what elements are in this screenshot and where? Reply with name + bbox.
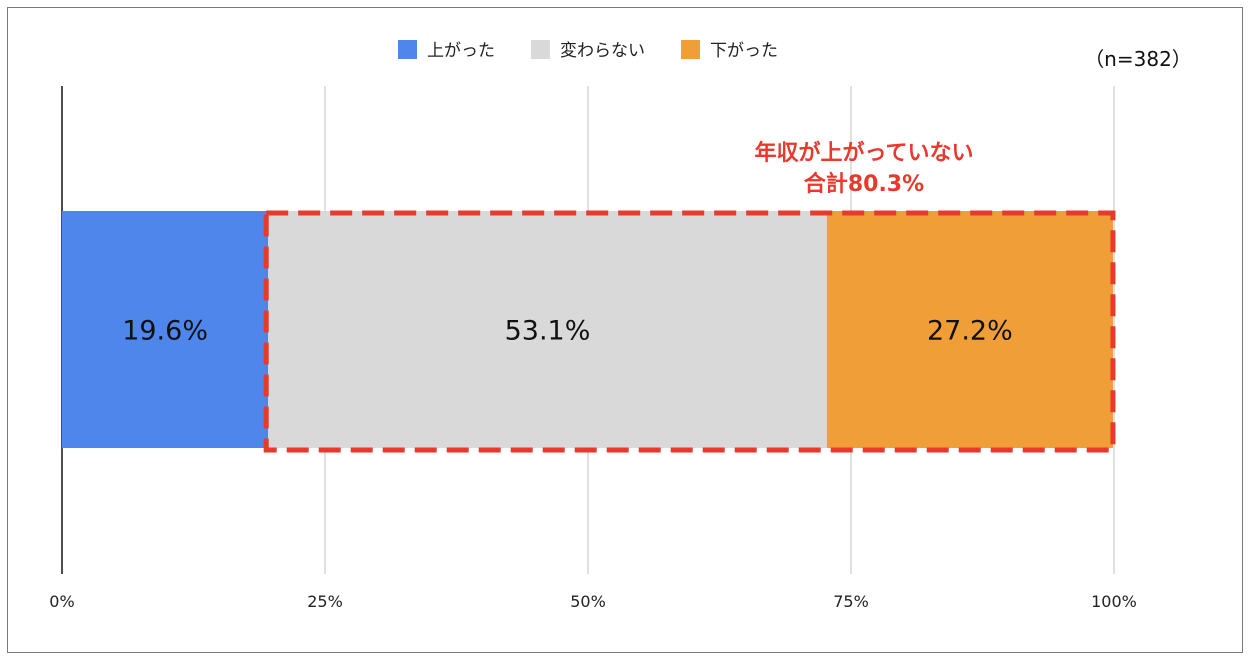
x-tick-label: 25% [307, 592, 343, 611]
bar-segment [268, 211, 827, 448]
x-tick-label: 0% [49, 592, 74, 611]
legend: 上がった 変わらない 下がった [398, 40, 778, 61]
bar-value-label: 53.1% [505, 316, 591, 347]
legend-label: 上がった [427, 41, 495, 61]
annotation-line-2: 合計80.3% [804, 171, 924, 197]
x-tick-label: 75% [833, 592, 869, 611]
legend-swatch [681, 40, 700, 59]
x-tick-label: 50% [570, 592, 606, 611]
bar-value-label: 19.6% [122, 316, 208, 347]
bar-segment [62, 211, 269, 448]
annotation: 年収が上がっていない 合計80.3% [263, 140, 1116, 453]
x-axis-ticks: 0% 25% 50% 75% 100% [49, 592, 1137, 611]
bar-segment [826, 211, 1113, 448]
annotation-line-1: 年収が上がっていない [755, 140, 974, 166]
sample-size-note: （n=382） [1084, 47, 1192, 71]
legend-swatch [398, 40, 417, 59]
chart-frame [7, 7, 1243, 653]
bars [62, 211, 1113, 448]
legend-swatch [531, 40, 550, 59]
bar-labels: 19.6% 53.1% 27.2% [122, 316, 1013, 347]
legend-label: 下がった [710, 41, 778, 61]
annotation-dashed-box [263, 210, 1116, 453]
bar-value-label: 27.2% [927, 316, 1013, 347]
legend-label: 変わらない [560, 41, 645, 61]
x-tick-label: 100% [1091, 592, 1137, 611]
